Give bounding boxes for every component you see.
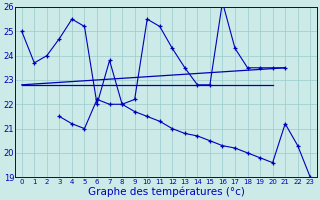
X-axis label: Graphe des températures (°c): Graphe des températures (°c) <box>88 186 244 197</box>
